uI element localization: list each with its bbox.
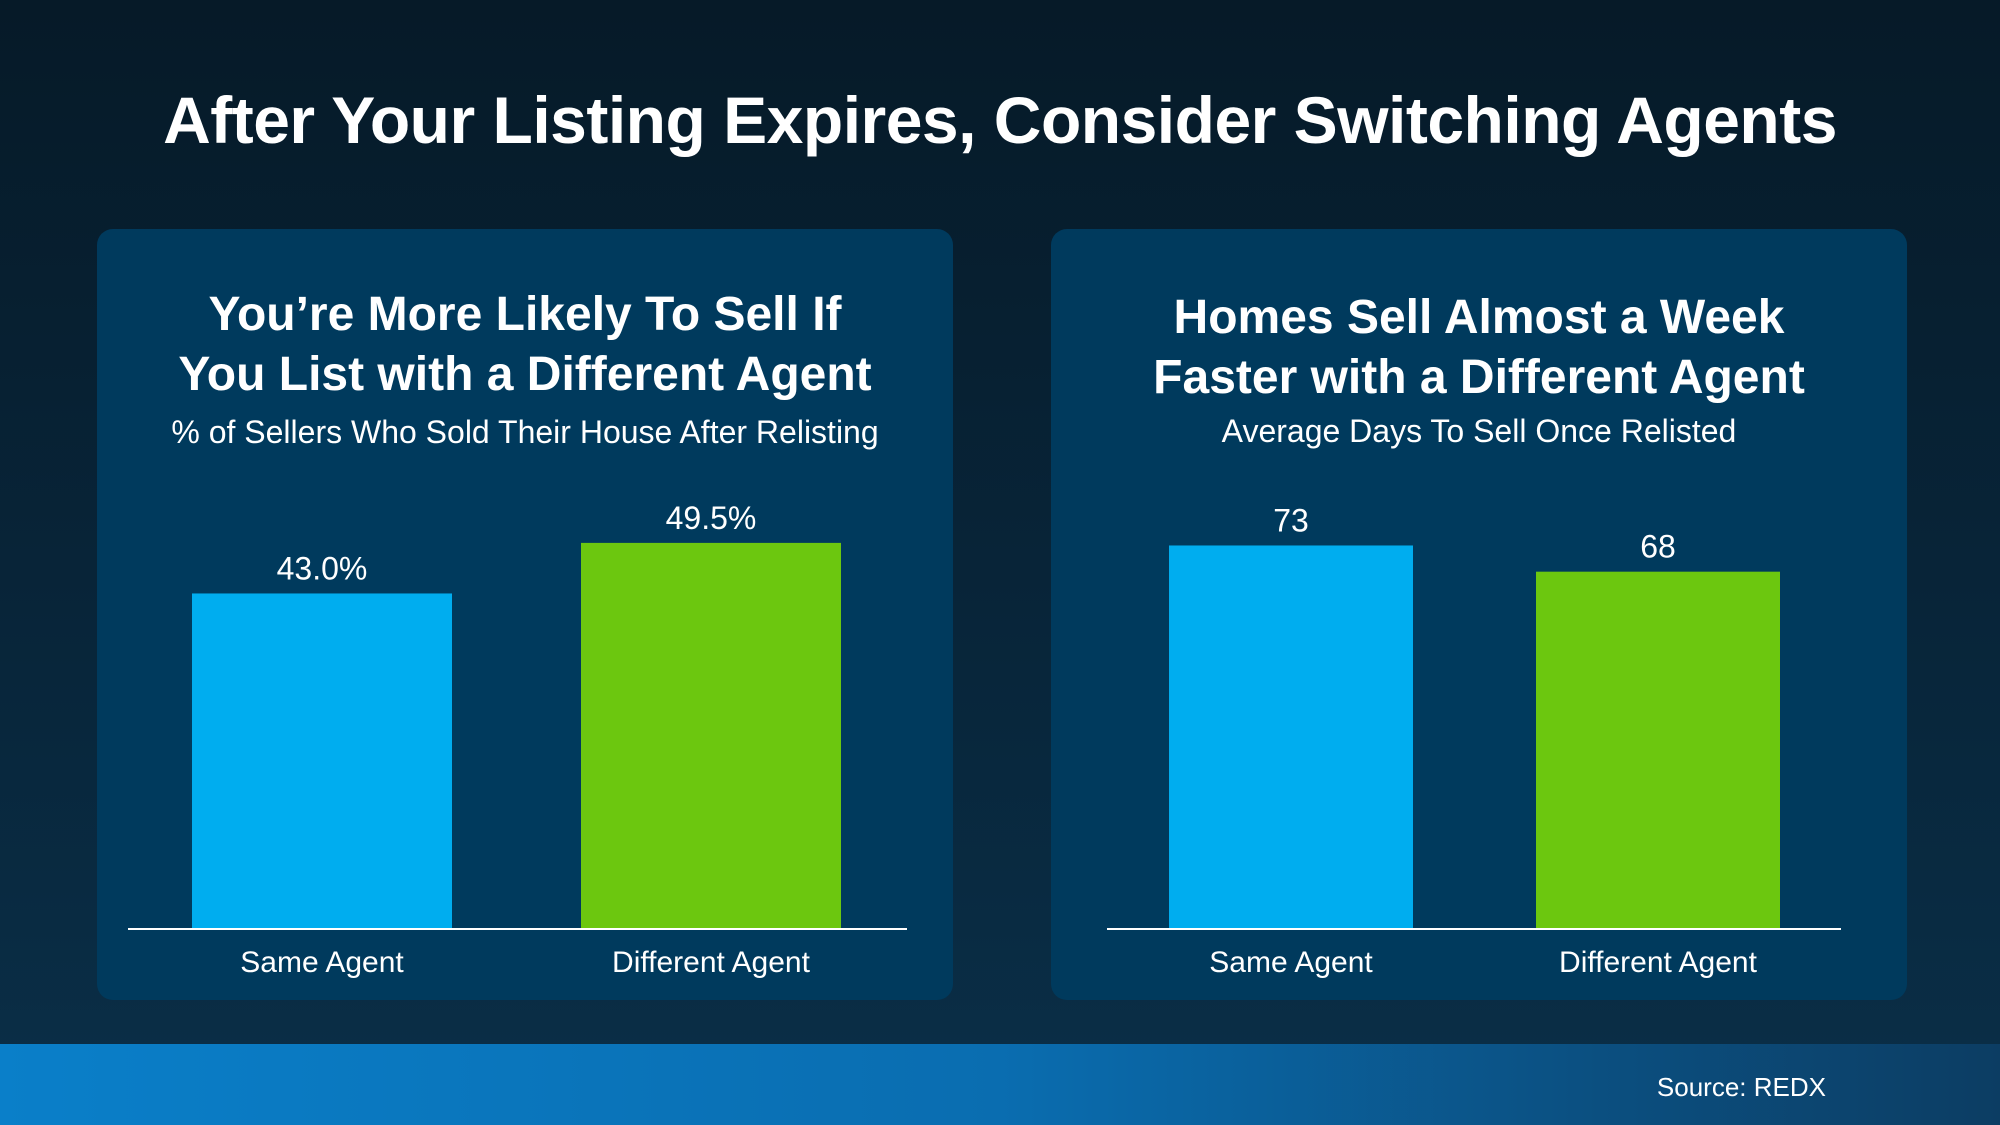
footer-bar: Source: REDX xyxy=(0,1044,2000,1125)
bar-different-agent xyxy=(581,542,841,928)
data-label: 73 xyxy=(1273,502,1309,538)
bar-same-agent xyxy=(192,593,452,928)
chart-title-line: You’re More Likely To Sell If xyxy=(208,288,842,341)
data-label: 43.0% xyxy=(277,550,368,586)
category-label: Same Agent xyxy=(240,946,404,979)
bar-same-agent xyxy=(1169,545,1413,928)
chart-title-line: Homes Sell Almost a Week xyxy=(1173,291,1785,344)
bar-chart-sell-likelihood: 43.0% Same Agent 49.5% Different Agent xyxy=(128,500,907,979)
data-label: 49.5% xyxy=(666,500,757,536)
category-label: Same Agent xyxy=(1209,946,1373,979)
chart-title-line: You List with a Different Agent xyxy=(178,348,872,401)
chart-title: Homes Sell Almost a Week Faster with a D… xyxy=(1071,288,1887,408)
bar-different-agent xyxy=(1536,571,1780,928)
source-label: Source: REDX xyxy=(1656,1072,1826,1102)
chart-subtitle: Average Days To Sell Once Relisted xyxy=(1221,413,1737,449)
chart-panel-days-to-sell: Homes Sell Almost a Week Faster with a D… xyxy=(1051,229,1907,1000)
main-title: After Your Listing Expires, Consider Swi… xyxy=(163,83,1837,157)
data-label: 68 xyxy=(1640,529,1676,565)
category-label: Different Agent xyxy=(612,946,811,979)
chart-title: You’re More Likely To Sell If You List w… xyxy=(117,285,933,405)
category-label: Different Agent xyxy=(1559,946,1758,979)
chart-panel-sell-likelihood: You’re More Likely To Sell If You List w… xyxy=(97,229,953,1000)
chart-subtitle: % of Sellers Who Sold Their House After … xyxy=(171,414,879,450)
bar-chart-days-to-sell: 73 Same Agent 68 Different Agent xyxy=(1107,502,1841,979)
chart-title-line: Faster with a Different Agent xyxy=(1153,351,1805,404)
